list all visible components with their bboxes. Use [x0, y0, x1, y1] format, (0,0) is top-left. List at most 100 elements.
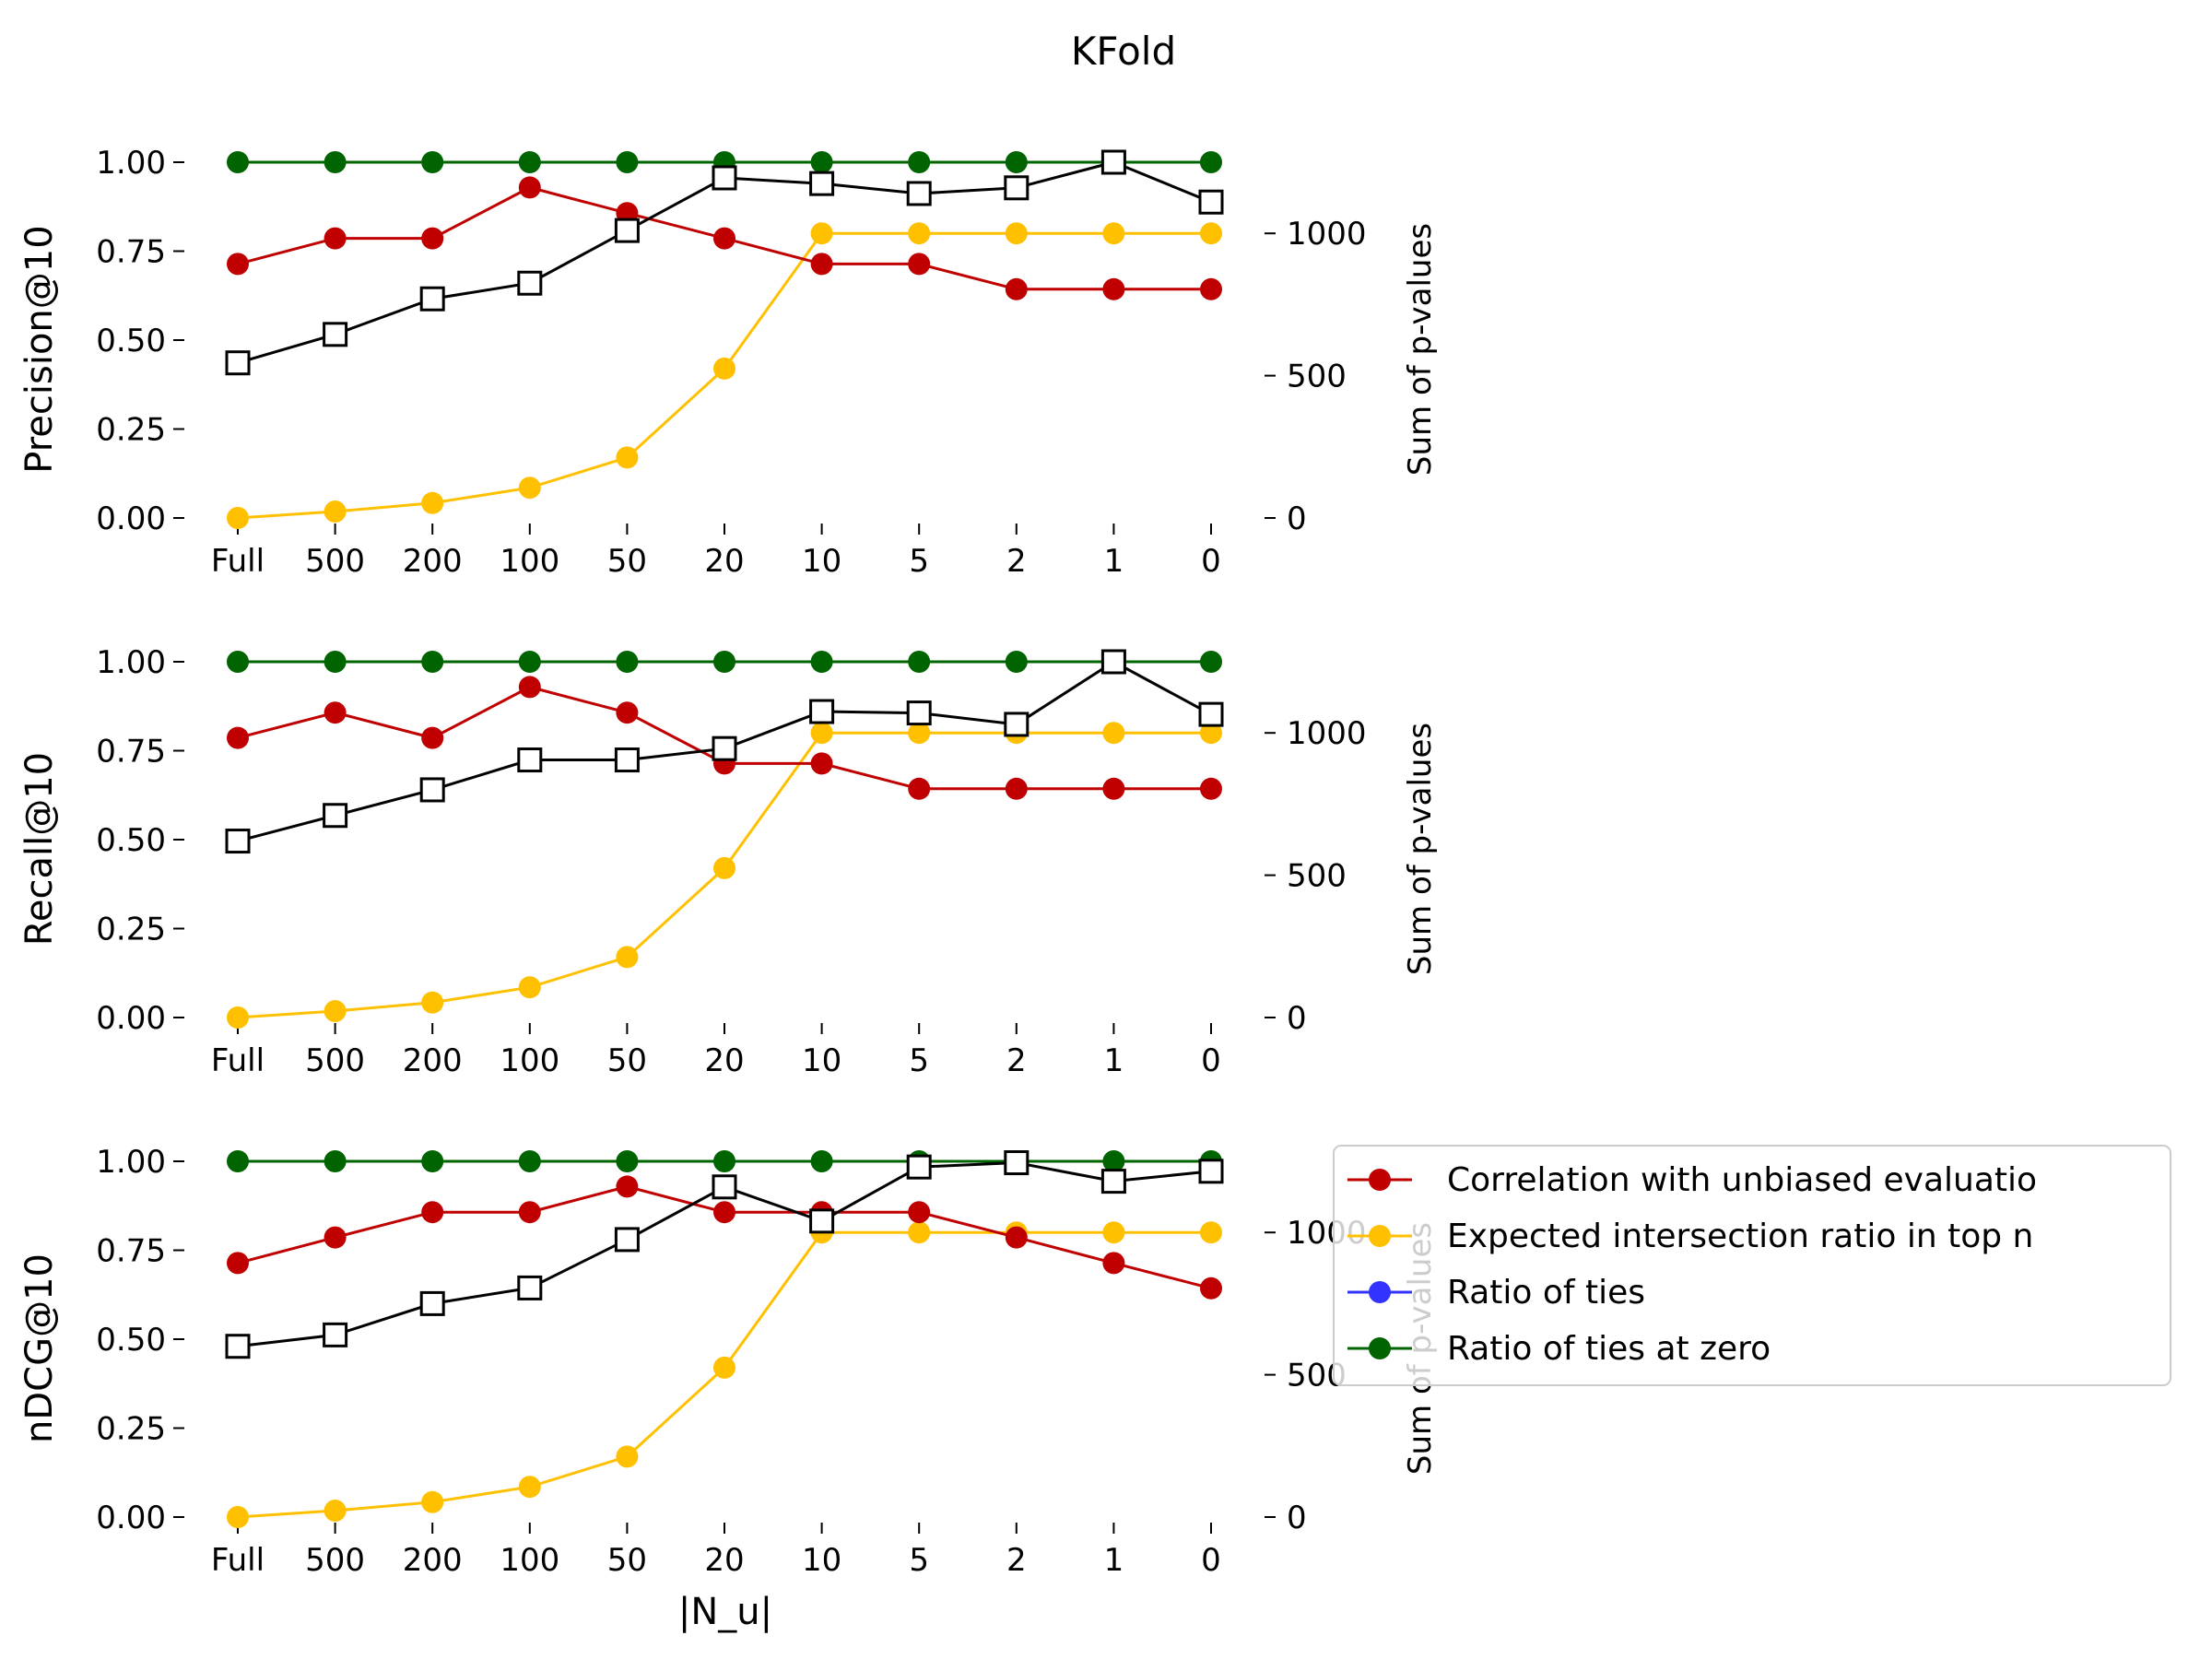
legend-label: Correlation with unbiased evaluatio [1447, 1161, 2037, 1199]
data-point [421, 1490, 444, 1513]
data-point [810, 253, 833, 276]
series-3 [227, 1150, 1222, 1172]
x-tick-label: 1 [1104, 1042, 1124, 1079]
x-tick-label: 50 [607, 543, 647, 580]
data-point [1102, 222, 1125, 245]
data-point [324, 151, 347, 173]
y-right-tick-label: 0 [1287, 1500, 1307, 1536]
data-point [324, 701, 347, 724]
data-point [227, 1150, 249, 1172]
data-point-square [906, 700, 932, 726]
data-point [713, 856, 735, 879]
data-point-square [1004, 1150, 1030, 1176]
legend-entry: Expected intersection ratio in top n [1347, 1218, 2033, 1255]
data-point [713, 651, 735, 673]
data-point [1200, 277, 1222, 300]
data-point [227, 1006, 249, 1029]
data-point [518, 1201, 541, 1224]
data-point [908, 222, 931, 245]
data-point-square [614, 747, 640, 773]
y-right-tick-label: 0 [1287, 500, 1307, 537]
data-point [1005, 651, 1028, 673]
x-axis-label: |N_u| [678, 1591, 772, 1633]
data-point-square [712, 165, 737, 191]
data-point-square [517, 747, 543, 773]
data-point-square [225, 829, 251, 854]
data-point-square [1004, 712, 1030, 737]
legend-label: Expected intersection ratio in top n [1447, 1218, 2033, 1255]
y-right-tick-label: 500 [1287, 858, 1347, 895]
data-point [518, 477, 541, 500]
data-point-square [517, 270, 543, 296]
data-point [810, 651, 833, 673]
series-4 [225, 149, 1224, 376]
data-point [1200, 1277, 1222, 1300]
data-point [227, 651, 249, 673]
data-point-square [517, 1275, 543, 1300]
legend-frame [1333, 1145, 2171, 1386]
data-point [1200, 222, 1222, 245]
data-point [908, 1201, 931, 1224]
data-point [908, 253, 931, 276]
data-point-square [906, 1154, 932, 1180]
data-point-square [1198, 1159, 1224, 1184]
y-tick-label: 1.00 [96, 1144, 166, 1181]
data-point [421, 1150, 444, 1172]
y-tick-label: 0.00 [96, 500, 166, 537]
data-point [713, 1201, 735, 1224]
data-point [518, 151, 541, 173]
x-tick-label: 1 [1104, 543, 1124, 580]
series-2 [227, 676, 1222, 800]
data-point [227, 1506, 249, 1528]
data-point [1200, 651, 1222, 673]
y-tick-label: 0.00 [96, 1500, 166, 1536]
x-tick-label: Full [211, 1042, 265, 1079]
y-tick-label: 0.50 [96, 1322, 166, 1359]
x-tick-label: 20 [704, 543, 744, 580]
data-point [1102, 1252, 1125, 1275]
data-point-square [614, 1227, 640, 1253]
data-point-square [614, 218, 640, 243]
data-point [227, 1252, 249, 1275]
x-tick-label: 100 [500, 1542, 559, 1579]
data-point-square [419, 777, 445, 803]
x-tick-label: 500 [305, 1042, 365, 1079]
data-point [810, 722, 833, 745]
x-tick-label: 0 [1201, 1042, 1221, 1079]
data-point [421, 726, 444, 749]
x-tick-label: 200 [403, 543, 463, 580]
data-point [713, 1150, 735, 1172]
data-point-square [323, 803, 348, 829]
x-tick-label: 50 [607, 1542, 647, 1579]
y-right-tick-label: 0 [1287, 1000, 1307, 1037]
data-point [1005, 151, 1028, 173]
data-point [1102, 277, 1125, 300]
data-point [518, 651, 541, 673]
data-point [324, 1150, 347, 1172]
data-point [810, 752, 833, 775]
data-point [616, 1175, 639, 1198]
data-point-square [419, 286, 445, 312]
data-point [908, 777, 931, 800]
y-tick-label: 0.25 [96, 912, 166, 948]
data-point [713, 357, 735, 380]
data-point [421, 991, 444, 1014]
figure-title: KFold [1071, 29, 1176, 74]
data-point [908, 1221, 931, 1244]
data-point [324, 500, 347, 524]
data-point [1005, 777, 1028, 800]
x-tick-label: Full [211, 543, 265, 580]
y-tick-label: 0.75 [96, 734, 166, 771]
y-right-tick-label: 1000 [1287, 715, 1367, 752]
legend-entry: Ratio of ties at zero [1347, 1330, 1771, 1368]
x-tick-label: 500 [305, 543, 365, 580]
data-point [421, 1201, 444, 1224]
x-tick-label: 1 [1104, 1542, 1124, 1579]
x-tick-label: 100 [500, 543, 559, 580]
legend-entries: Correlation with unbiased evaluatio Expec… [1347, 1161, 2037, 1368]
x-tick-label: 50 [607, 1042, 647, 1079]
data-point [616, 1150, 639, 1172]
